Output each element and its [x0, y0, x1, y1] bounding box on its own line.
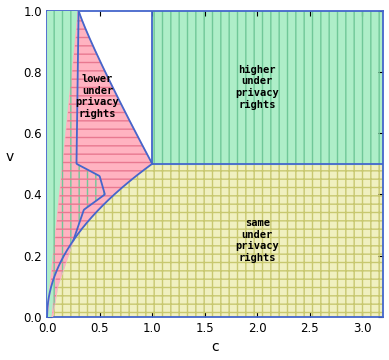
Y-axis label: v: v	[5, 150, 14, 164]
Polygon shape	[152, 10, 384, 164]
X-axis label: c: c	[212, 341, 219, 355]
Text: lower
under
privacy
rights: lower under privacy rights	[75, 74, 119, 119]
Text: higher
under
privacy
rights: higher under privacy rights	[235, 65, 279, 110]
Polygon shape	[152, 164, 384, 317]
Text: same
under
privacy
rights: same under privacy rights	[235, 218, 279, 263]
Polygon shape	[47, 10, 105, 317]
Polygon shape	[47, 164, 152, 317]
Polygon shape	[47, 10, 152, 317]
